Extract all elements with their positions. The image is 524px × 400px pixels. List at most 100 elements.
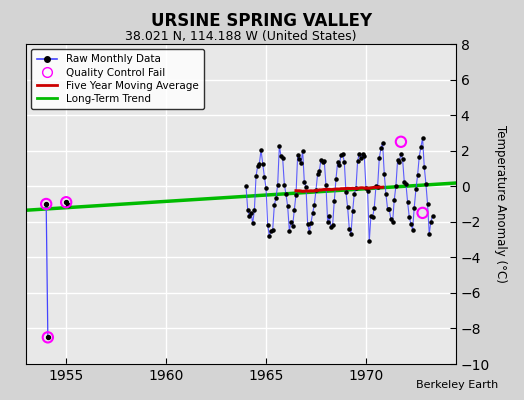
- Point: [315, 168, 323, 174]
- Point: [398, 156, 407, 162]
- Point: [335, 162, 344, 168]
- Point: [413, 172, 422, 179]
- Point: [380, 171, 388, 177]
- Point: [352, 185, 360, 192]
- Point: [327, 224, 335, 230]
- Point: [277, 153, 285, 159]
- Point: [343, 204, 352, 210]
- Point: [320, 158, 329, 165]
- Point: [317, 156, 325, 163]
- Point: [254, 162, 262, 169]
- Point: [333, 159, 342, 165]
- Point: [390, 197, 398, 203]
- Point: [350, 190, 358, 197]
- Point: [275, 143, 283, 149]
- Point: [347, 231, 355, 237]
- Point: [272, 195, 280, 201]
- Point: [280, 181, 289, 188]
- Point: [250, 207, 258, 214]
- Point: [248, 220, 257, 226]
- Point: [313, 170, 322, 177]
- Point: [348, 208, 357, 214]
- Point: [365, 238, 374, 245]
- Point: [270, 202, 279, 208]
- Point: [408, 226, 417, 233]
- Point: [374, 184, 382, 190]
- Point: [63, 202, 72, 208]
- Point: [332, 176, 340, 182]
- Point: [274, 181, 282, 188]
- Point: [262, 185, 270, 191]
- Point: [405, 214, 413, 220]
- Point: [418, 210, 427, 216]
- Point: [427, 218, 435, 225]
- Point: [323, 219, 332, 225]
- Point: [255, 160, 264, 167]
- Point: [310, 202, 319, 208]
- Point: [397, 138, 405, 145]
- Point: [367, 212, 375, 219]
- Text: Berkeley Earth: Berkeley Earth: [416, 380, 498, 390]
- Point: [345, 225, 354, 232]
- Point: [242, 183, 250, 190]
- Point: [289, 222, 297, 229]
- Point: [283, 203, 292, 210]
- Point: [319, 159, 327, 165]
- Point: [309, 210, 317, 216]
- Point: [385, 206, 394, 213]
- Point: [267, 227, 275, 234]
- Point: [377, 145, 385, 152]
- Point: [42, 201, 50, 207]
- Point: [292, 192, 300, 198]
- Point: [372, 183, 380, 190]
- Point: [415, 154, 423, 160]
- Point: [378, 140, 387, 146]
- Point: [358, 150, 367, 157]
- Point: [407, 221, 415, 227]
- Point: [402, 180, 410, 187]
- Point: [260, 173, 268, 180]
- Point: [285, 227, 293, 234]
- Point: [420, 163, 429, 170]
- Point: [43, 334, 52, 340]
- Point: [388, 219, 397, 226]
- Point: [375, 155, 384, 162]
- Point: [370, 204, 378, 211]
- Point: [43, 334, 52, 340]
- Point: [394, 157, 402, 164]
- Point: [392, 183, 400, 189]
- Point: [357, 154, 365, 161]
- Point: [300, 179, 309, 185]
- Point: [337, 152, 345, 158]
- Point: [329, 222, 337, 228]
- Point: [417, 144, 425, 150]
- Point: [353, 158, 362, 164]
- Point: [322, 182, 330, 189]
- Point: [423, 201, 432, 208]
- Legend: Raw Monthly Data, Quality Control Fail, Five Year Moving Average, Long-Term Tren: Raw Monthly Data, Quality Control Fail, …: [31, 49, 204, 109]
- Point: [429, 213, 437, 219]
- Point: [330, 198, 339, 204]
- Point: [245, 212, 254, 219]
- Point: [252, 173, 260, 180]
- Point: [299, 148, 307, 154]
- Point: [265, 233, 274, 239]
- Point: [297, 160, 305, 166]
- Point: [305, 228, 313, 235]
- Point: [244, 206, 252, 213]
- Point: [303, 221, 312, 228]
- Point: [340, 158, 348, 165]
- Y-axis label: Temperature Anomaly (°C): Temperature Anomaly (°C): [494, 125, 507, 283]
- Point: [384, 206, 392, 212]
- Text: URSINE SPRING VALLEY: URSINE SPRING VALLEY: [151, 12, 373, 30]
- Point: [403, 199, 412, 205]
- Point: [302, 184, 310, 190]
- Title: 38.021 N, 114.188 W (United States): 38.021 N, 114.188 W (United States): [125, 30, 357, 43]
- Point: [42, 201, 50, 207]
- Point: [307, 220, 315, 226]
- Point: [264, 222, 272, 228]
- Point: [422, 180, 430, 187]
- Point: [362, 184, 370, 191]
- Point: [339, 151, 347, 158]
- Point: [418, 135, 427, 142]
